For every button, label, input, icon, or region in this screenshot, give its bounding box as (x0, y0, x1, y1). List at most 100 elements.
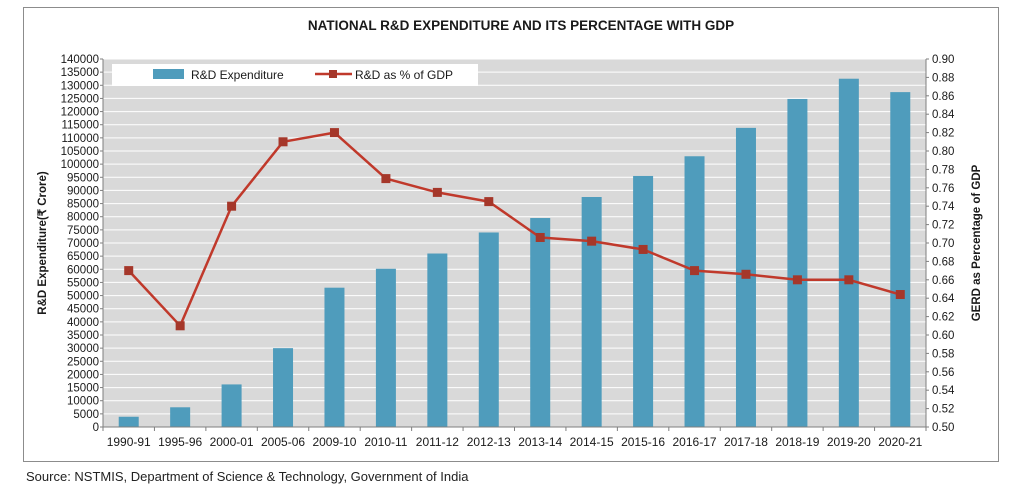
y-tick-label: 140000 (61, 54, 99, 66)
x-tick-label: 2005-06 (261, 435, 305, 449)
y-tick-label: 85000 (67, 199, 99, 211)
y2-tick-label: 0.86 (932, 91, 954, 103)
legend-box (112, 64, 478, 86)
x-tick-label: 2011-12 (416, 435, 459, 449)
x-tick-label: 2017-18 (724, 435, 768, 449)
y-tick-label: 110000 (61, 133, 99, 145)
bar-1995-96 (170, 407, 191, 427)
y2-tick-label: 0.88 (932, 72, 954, 84)
y-tick-label: 80000 (67, 212, 99, 224)
x-tick-label: 2010-11 (364, 435, 407, 449)
gdp-point-2016-17 (690, 266, 700, 276)
y2-tick-label: 0.78 (932, 164, 954, 176)
bar-1990-91 (118, 416, 139, 427)
gdp-point-1995-96 (175, 321, 185, 331)
y2-tick-label: 0.56 (932, 367, 954, 379)
y-tick-label: 130000 (61, 80, 99, 92)
gdp-point-2010-11 (381, 174, 391, 184)
gdp-point-2017-18 (741, 269, 751, 279)
y-tick-label: 135000 (61, 67, 99, 79)
x-tick-label: 2000-01 (210, 435, 254, 449)
y2-tick-label: 0.50 (932, 422, 954, 434)
y-tick-label: 90000 (67, 185, 99, 197)
y-tick-label: 105000 (61, 146, 99, 158)
y-tick-label: 115000 (61, 120, 99, 132)
y-tick-label: 125000 (61, 93, 99, 105)
gdp-point-1990-91 (124, 266, 134, 276)
gdp-point-2020-21 (895, 290, 905, 300)
y2-tick-label: 0.66 (932, 275, 954, 287)
y2-tick-label: 0.64 (932, 293, 955, 305)
gdp-point-2000-01 (227, 201, 237, 211)
legend-line-marker (329, 70, 337, 78)
y-tick-label: 50000 (67, 291, 99, 303)
y-tick-label: 5000 (73, 409, 99, 421)
source-note: Source: NSTMIS, Department of Science & … (26, 469, 469, 484)
y-tick-label: 40000 (67, 317, 99, 329)
x-tick-label: 2018-19 (775, 435, 819, 449)
y-tick-label: 75000 (67, 225, 99, 237)
y-tick-label: 30000 (67, 343, 99, 355)
y2-tick-label: 0.82 (932, 128, 954, 140)
y-tick-label: 65000 (67, 251, 99, 263)
y2-tick-label: 0.58 (932, 348, 954, 360)
y-tick-label: 10000 (67, 396, 99, 408)
gdp-point-2005-06 (278, 137, 288, 147)
y2-tick-label: 0.70 (932, 238, 954, 250)
x-tick-label: 1990-91 (107, 435, 151, 449)
y2-tick-label: 0.74 (932, 201, 955, 213)
y2-tick-label: 0.68 (932, 256, 954, 268)
gdp-point-2015-16 (638, 244, 648, 254)
bar-2000-01 (221, 384, 242, 427)
gdp-point-2012-13 (484, 197, 494, 207)
bar-2010-11 (375, 268, 396, 427)
bar-2005-06 (273, 348, 294, 427)
legend-bar-swatch (153, 69, 184, 79)
x-tick-label: 2020-21 (878, 435, 922, 449)
y-tick-label: 0 (93, 422, 99, 434)
y-tick-label: 35000 (67, 330, 99, 342)
y2-tick-label: 0.76 (932, 183, 954, 195)
gdp-percentage-line (127, 131, 901, 328)
y-tick-label: 60000 (67, 264, 99, 276)
y2-axis-label: GERD as Percentage of GDP (971, 164, 983, 321)
y-tick-label: 120000 (61, 107, 99, 119)
gdp-point-2013-14 (535, 232, 545, 242)
bar-2019-20 (838, 78, 859, 427)
legend-label-rd-gdp: R&D as % of GDP (355, 68, 453, 82)
bar-2009-10 (324, 287, 345, 427)
y2-tick-label: 0.90 (932, 54, 954, 66)
y-tick-label: 15000 (67, 383, 99, 395)
gdp-point-2011-12 (432, 187, 442, 197)
x-tick-label: 2012-13 (467, 435, 511, 449)
y-tick-label: 45000 (67, 304, 99, 316)
line-series (124, 128, 905, 331)
legend: R&D Expenditure R&D as % of GDP (112, 64, 478, 86)
x-tick-label: 2013-14 (518, 435, 562, 449)
y-tick-label: 100000 (61, 159, 99, 171)
bar-2011-12 (427, 253, 448, 427)
gdp-point-2009-10 (329, 128, 339, 138)
bar-series (118, 78, 911, 428)
y2-tick-label: 0.62 (932, 312, 954, 324)
x-tick-label: 2015-16 (621, 435, 665, 449)
gdp-point-2018-19 (792, 275, 802, 285)
y-tick-label: 25000 (67, 356, 99, 368)
bar-2015-16 (633, 175, 654, 427)
y-tick-label: 70000 (67, 238, 99, 250)
y2-tick-label: 0.80 (932, 146, 954, 158)
y-axis-label: R&D Expenditure(₹ Crore) (37, 171, 49, 315)
bar-2013-14 (530, 218, 551, 427)
y2-tick-label: 0.52 (932, 404, 954, 416)
x-tick-label: 2019-20 (827, 435, 871, 449)
y-tick-label: 95000 (67, 172, 99, 184)
chart-title: NATIONAL R&D EXPENDITURE AND ITS PERCENT… (308, 18, 734, 33)
chart: NATIONAL R&D EXPENDITURE AND ITS PERCENT… (37, 18, 983, 449)
x-axis-ticks: 1990-91 1995-96 2000-01 2005-06 2009-10 2010-… (102, 427, 927, 449)
x-tick-label: 2016-17 (673, 435, 717, 449)
y2-tick-label: 0.54 (932, 385, 955, 397)
x-tick-label: 2014-15 (570, 435, 614, 449)
gdp-point-2014-15 (587, 236, 597, 246)
y-tick-label: 55000 (67, 277, 99, 289)
